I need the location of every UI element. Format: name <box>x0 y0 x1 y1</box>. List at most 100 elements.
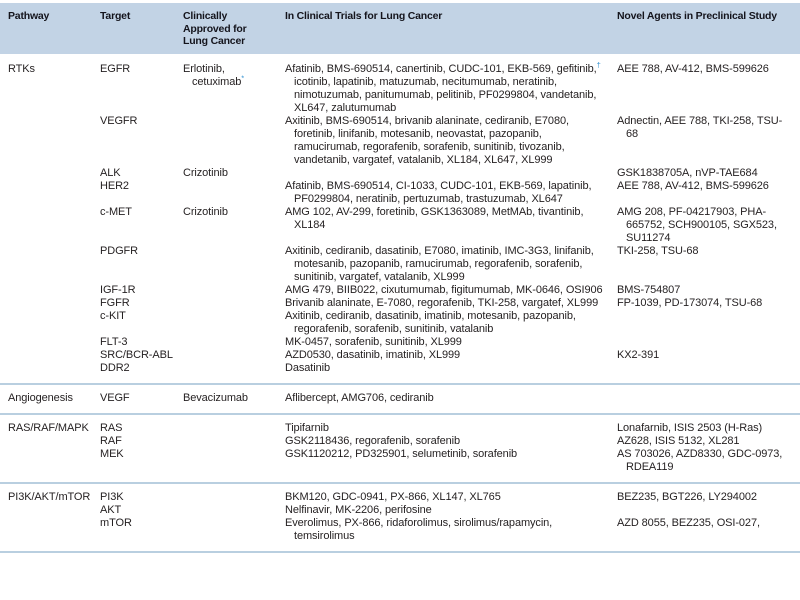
target-cell: RAS <box>100 421 123 434</box>
novel-cell: KX2-391 <box>617 348 660 361</box>
pathway-label: PI3K/AKT/mTOR <box>8 490 91 503</box>
pathway-section: RTKs EGFR Erlotinib, cetuximab* Afatinib, B… <box>0 54 800 383</box>
target-cell: PDGFR <box>100 244 139 257</box>
novel-cell: GSK1838705A, nVP-TAE684 <box>617 166 758 179</box>
novel-cell: Adnectin, AEE 788, TKI-258, TSU-68 <box>617 114 783 140</box>
target-row: PDGFR Axitinib, cediranib, dasatinib, E70… <box>100 245 795 284</box>
target-row: RAF GSK2118436, regorafenib, sorafenib AZ6… <box>100 435 795 448</box>
trials-cell: Axitinib, cediranib, dasatinib, E7080, i… <box>285 244 594 283</box>
table-body: RTKs EGFR Erlotinib, cetuximab* Afatinib, B… <box>0 54 800 553</box>
pathway-section: Angiogenesis VEGF Bevacizumab Aflibercept, … <box>0 385 800 413</box>
approved-cell <box>183 504 285 517</box>
novel-cell <box>617 336 795 349</box>
novel-cell: FP-1039, PD-173074, TSU-68 <box>617 296 763 309</box>
trials-cell: Axitinib, cediranib, dasatinib, imatinib… <box>285 309 576 335</box>
target-cell: IGF-1R <box>100 283 136 296</box>
target-rows: EGFR Erlotinib, cetuximab* Afatinib, BMS-6… <box>100 59 795 375</box>
novel-cell <box>617 392 795 405</box>
trials-cell: Dasatinib <box>285 361 330 374</box>
target-rows: RAS Tipifarnib Lonafarnib, ISIS 2503 (H-Ra… <box>100 422 795 474</box>
target-row: HER2 Afatinib, BMS-690514, CI-1033, CUDC-… <box>100 180 795 206</box>
trials-cell: GSK1120212, PD325901, selumetinib, soraf… <box>285 447 518 460</box>
approved-cell <box>183 310 285 336</box>
approved-cell <box>183 435 285 448</box>
pathway-section: RAS/RAF/MAPK RAS Tipifarnib Lonafarnib, ISI… <box>0 415 800 482</box>
target-row: c-MET Crizotinib AMG 102, AV-299, foretini… <box>100 206 795 245</box>
table-bottom-rule <box>0 550 800 553</box>
target-row: DDR2 Dasatinib <box>100 362 795 375</box>
approved-cell <box>183 362 285 375</box>
novel-cell: AS 703026, AZD8330, GDC-0973, RDEA119 <box>617 447 783 473</box>
novel-cell: AMG 208, PF-04217903, PHA-665752, SCH900… <box>617 205 777 244</box>
target-row: c-KIT Axitinib, cediranib, dasatinib, ima… <box>100 310 795 336</box>
trials-cell: BKM120, GDC-0941, PX-866, XL147, XL765 <box>285 490 501 503</box>
target-row: SRC/BCR-ABL AZD0530, dasatinib, imatinib,… <box>100 349 795 362</box>
approved-cell <box>183 448 285 474</box>
novel-cell <box>617 362 795 375</box>
target-row: AKT Nelfinavir, MK-2206, perifosine <box>100 504 795 517</box>
approved-cell <box>183 245 285 284</box>
novel-cell <box>617 504 795 517</box>
approved-cell <box>183 422 285 435</box>
trials-cell: Axitinib, BMS-690514, brivanib alaninate… <box>285 114 569 166</box>
table-header-row: Pathway Target Clinically Approved for L… <box>0 3 800 54</box>
novel-cell: TKI-258, TSU-68 <box>617 244 699 257</box>
trials-cell: Nelfinavir, MK-2206, perifosine <box>285 503 432 516</box>
target-row: VEGF Bevacizumab Aflibercept, AMG706, cedi… <box>100 392 795 405</box>
novel-cell: AZ628, ISIS 5132, XL281 <box>617 434 740 447</box>
target-row: IGF-1R AMG 479, BIIB022, cixutumumab, fig… <box>100 284 795 297</box>
approved-cell <box>183 180 285 206</box>
trials-cell: MK-0457, sorafenib, sunitinib, XL999 <box>285 335 462 348</box>
target-row: PI3K BKM120, GDC-0941, PX-866, XL147, XL7… <box>100 491 795 504</box>
column-header-novel: Novel Agents in Preclinical Study <box>617 10 777 22</box>
footnote-marker: * <box>241 72 245 82</box>
target-cell: mTOR <box>100 516 132 529</box>
approved-cell <box>183 491 285 504</box>
target-row: FGFR Brivanib alaninate, E-7080, regorafe… <box>100 297 795 310</box>
target-cell: AKT <box>100 503 122 516</box>
approved-cell <box>183 517 285 543</box>
target-row: MEK GSK1120212, PD325901, selumetinib, so… <box>100 448 795 474</box>
pathway-section: PI3K/AKT/mTOR PI3K BKM120, GDC-0941, PX-86… <box>0 484 800 551</box>
target-cell: ALK <box>100 166 121 179</box>
approved-cell: Crizotinib <box>183 166 228 179</box>
target-cell: c-MET <box>100 205 132 218</box>
novel-cell: AEE 788, AV-412, BMS-599626 <box>617 179 769 192</box>
trials-cell: Afatinib, BMS-690514, canertinib, CUDC-1… <box>285 59 601 114</box>
approved-cell <box>183 349 285 362</box>
pathway-label: Angiogenesis <box>8 391 73 404</box>
therapies-table: Pathway Target Clinically Approved for L… <box>0 3 800 553</box>
target-rows: PI3K BKM120, GDC-0941, PX-866, XL147, XL7… <box>100 491 795 543</box>
column-header-pathway: Pathway <box>8 10 50 22</box>
approved-cell <box>183 284 285 297</box>
target-cell: VEGFR <box>100 114 138 127</box>
target-row: EGFR Erlotinib, cetuximab* Afatinib, BMS-6… <box>100 59 795 115</box>
trials-cell: AMG 479, BIIB022, cixutumumab, figitumum… <box>285 283 603 296</box>
novel-cell: BMS-754807 <box>617 283 681 296</box>
target-row: RAS Tipifarnib Lonafarnib, ISIS 2503 (H-Ra… <box>100 422 795 435</box>
target-cell: c-KIT <box>100 309 126 322</box>
target-row: ALK Crizotinib GSK1838705A, nVP-TAE684 <box>100 167 795 180</box>
approved-cell: Crizotinib <box>183 205 228 218</box>
approved-cell <box>183 336 285 349</box>
approved-cell: Bevacizumab <box>183 391 248 404</box>
target-row: VEGFR Axitinib, BMS-690514, brivanib alan… <box>100 115 795 167</box>
novel-cell: AEE 788, AV-412, BMS-599626 <box>617 62 769 75</box>
target-cell: SRC/BCR-ABL <box>100 348 173 361</box>
target-cell: EGFR <box>100 62 131 75</box>
trials-cell: AMG 102, AV-299, foretinib, GSK1363089, … <box>285 205 584 231</box>
column-header-trials: In Clinical Trials for Lung Cancer <box>285 10 443 22</box>
novel-cell <box>617 310 795 336</box>
trials-cell <box>285 167 617 180</box>
novel-cell: BEZ235, BGT226, LY294002 <box>617 490 757 503</box>
trials-cell: Brivanib alaninate, E-7080, regorafenib,… <box>285 296 599 309</box>
novel-cell: AZD 8055, BEZ235, OSI-027, <box>617 516 760 529</box>
target-cell: PI3K <box>100 490 124 503</box>
approved-cell <box>183 297 285 310</box>
section-separator <box>0 481 800 484</box>
pathway-label: RAS/RAF/MAPK <box>8 421 89 434</box>
target-cell: FLT-3 <box>100 335 128 348</box>
target-cell: RAF <box>100 434 122 447</box>
target-cell: VEGF <box>100 391 130 404</box>
footnote-marker: † <box>596 59 601 69</box>
